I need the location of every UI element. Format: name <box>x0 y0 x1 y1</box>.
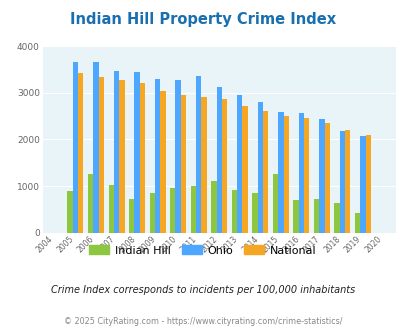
Bar <box>108 185 114 233</box>
Bar <box>155 79 160 233</box>
Bar <box>139 83 145 233</box>
Bar <box>170 188 175 233</box>
Bar <box>88 174 93 233</box>
Text: Indian Hill Property Crime Index: Indian Hill Property Crime Index <box>70 12 335 26</box>
Bar <box>190 186 196 233</box>
Text: Crime Index corresponds to incidents per 100,000 inhabitants: Crime Index corresponds to incidents per… <box>51 285 354 295</box>
Bar <box>252 193 257 233</box>
Bar <box>222 99 227 233</box>
Bar <box>160 91 165 233</box>
Bar <box>283 116 288 233</box>
Bar <box>277 112 283 233</box>
Bar <box>72 62 78 233</box>
Bar <box>175 80 180 233</box>
Bar <box>293 200 298 233</box>
Bar <box>359 136 365 233</box>
Bar <box>303 118 309 233</box>
Bar <box>365 135 370 233</box>
Bar <box>119 80 124 233</box>
Bar <box>149 193 155 233</box>
Bar <box>262 111 268 233</box>
Bar <box>237 95 242 233</box>
Bar <box>211 181 216 233</box>
Bar <box>129 199 134 233</box>
Bar <box>196 77 201 233</box>
Bar <box>78 73 83 233</box>
Bar <box>334 203 339 233</box>
Bar <box>98 77 104 233</box>
Bar <box>201 97 206 233</box>
Bar <box>134 72 139 233</box>
Bar <box>67 191 72 233</box>
Legend: Indian Hill, Ohio, National: Indian Hill, Ohio, National <box>85 241 320 260</box>
Bar <box>339 131 344 233</box>
Bar <box>114 71 119 233</box>
Bar <box>216 87 222 233</box>
Bar <box>324 123 329 233</box>
Bar <box>242 106 247 233</box>
Bar <box>231 190 237 233</box>
Text: © 2025 CityRating.com - https://www.cityrating.com/crime-statistics/: © 2025 CityRating.com - https://www.city… <box>64 317 341 326</box>
Bar <box>318 119 324 233</box>
Bar <box>313 199 318 233</box>
Bar <box>298 113 303 233</box>
Bar <box>272 174 277 233</box>
Bar <box>257 102 262 233</box>
Bar <box>93 62 98 233</box>
Bar <box>180 95 186 233</box>
Bar <box>344 130 350 233</box>
Bar <box>354 213 359 233</box>
